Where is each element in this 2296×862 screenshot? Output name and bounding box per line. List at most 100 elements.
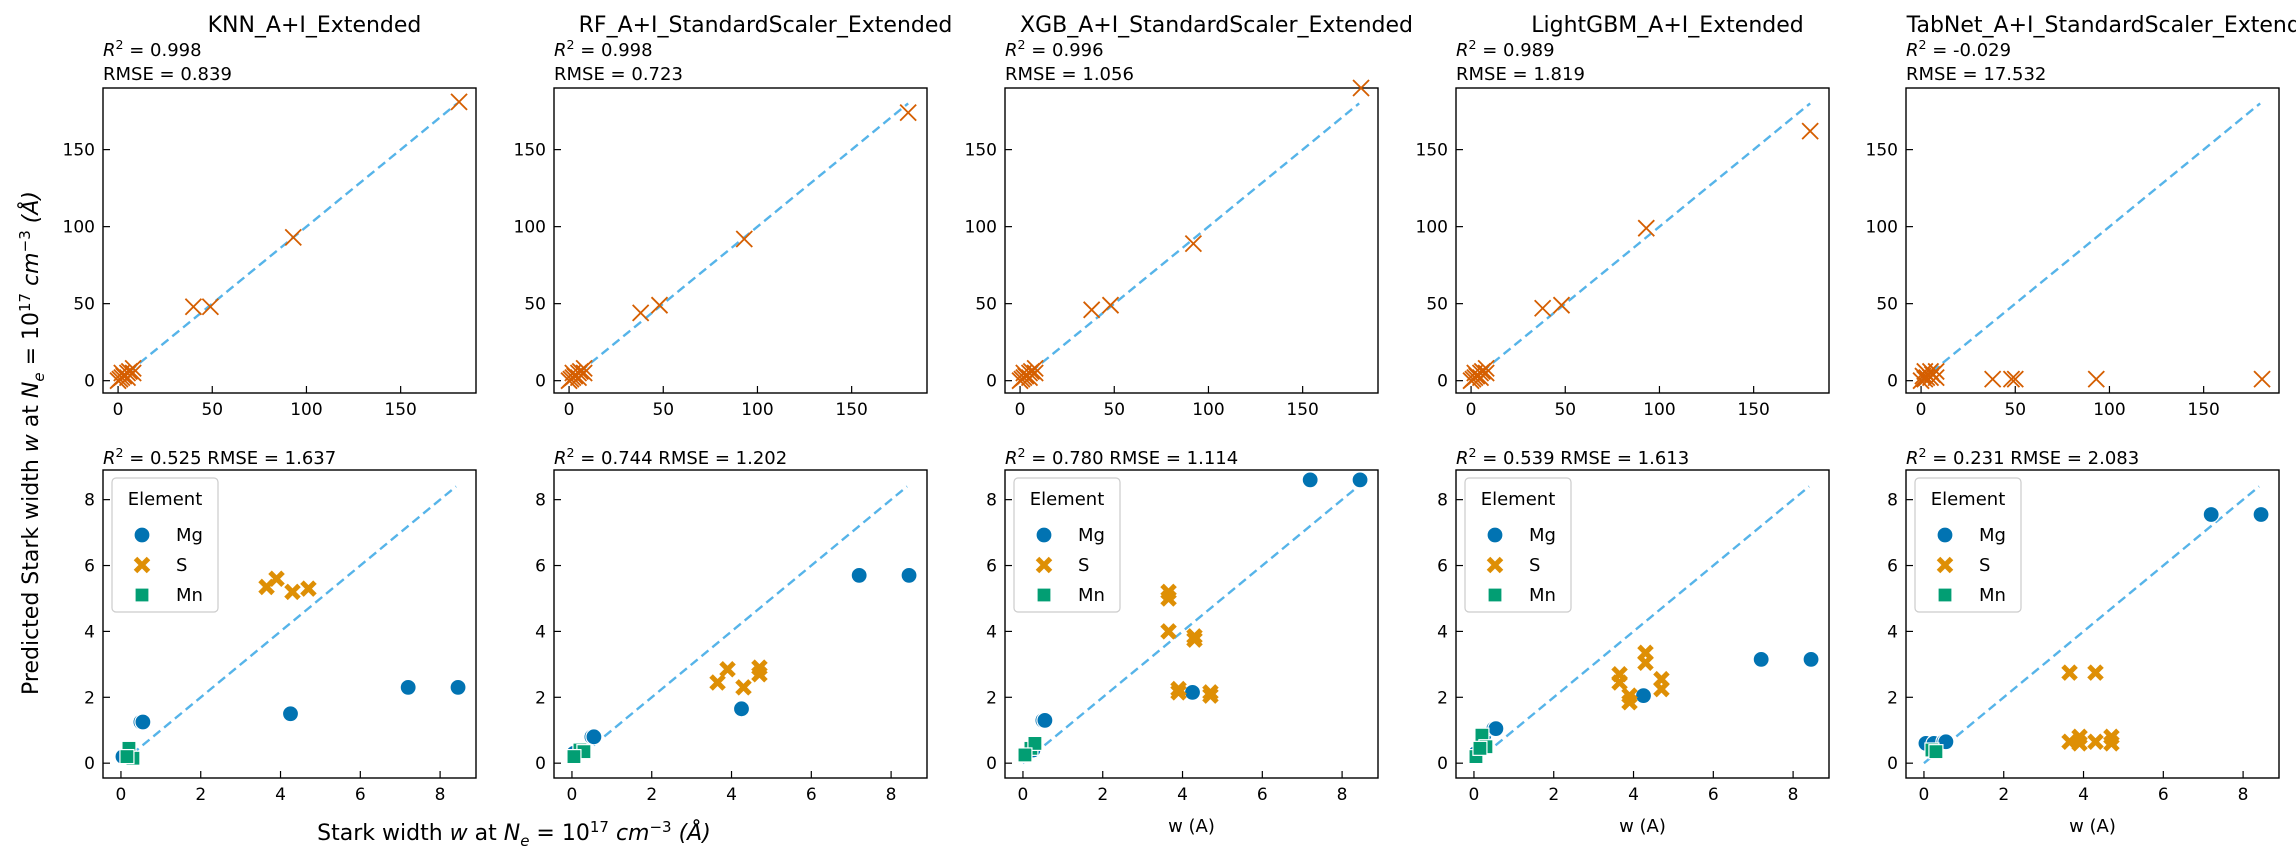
metrics-label: R2 = 0.539 RMSE = 1.613 — [1456, 445, 1689, 469]
legend-box — [111, 477, 219, 613]
marker-mg — [1487, 719, 1505, 738]
x-tick-label: 0 — [1916, 400, 1927, 420]
x-tick-label: 2 — [1998, 785, 2009, 805]
legend-label: Mg — [1529, 525, 1556, 546]
plot-frame — [1905, 87, 2280, 394]
x-tick-label: 2 — [1097, 785, 1108, 805]
y-tick-label: 150 — [1416, 141, 1448, 161]
x-tick-label: 4 — [275, 785, 286, 805]
cross-marker — [2006, 370, 2024, 388]
cross-stroke — [2253, 370, 2271, 388]
legend-label: Mg — [1078, 525, 1105, 546]
marker-mg — [1936, 526, 1954, 544]
cross-marker — [575, 364, 593, 382]
x-tick-label: 4 — [726, 785, 737, 805]
y-tick-label: 150 — [514, 141, 546, 161]
y-tick-label: 50 — [524, 295, 546, 315]
y-tick-label: 8 — [1887, 491, 1898, 511]
marker-mg — [449, 678, 467, 697]
diagonal-line — [1923, 485, 2260, 765]
cross-stroke — [1552, 296, 1571, 314]
cross-stroke — [201, 298, 220, 316]
legend: Element Mg S Mn — [111, 477, 219, 613]
marker-s — [1653, 680, 1670, 698]
plot-frame — [1455, 469, 1830, 779]
y-tick-label: 8 — [84, 491, 95, 511]
plot-frame — [102, 87, 477, 394]
legend-label: S — [1078, 555, 1089, 576]
marker-mn — [1487, 587, 1503, 603]
x-tick-label: 0 — [1466, 400, 1477, 420]
rmse-label: RMSE = 1.056 — [1005, 64, 1134, 85]
rmse-label: RMSE = 0.723 — [554, 64, 683, 85]
figure-ylabel: Predicted Stark width w at Ne = 1017 cm−… — [16, 191, 48, 695]
y-tick-label: 2 — [1437, 688, 1448, 708]
legend-label: Mg — [1979, 525, 2006, 546]
chart-panel: 0 2 4 6 8 0 2 4 6 8 R2 = 0.744 RMSE = 1.202 — [535, 445, 928, 805]
marker-s — [1202, 687, 1219, 704]
y-tick-label: 6 — [535, 557, 546, 577]
diagonal-line — [1920, 102, 2261, 382]
y-tick-label: 2 — [1887, 688, 1898, 708]
cross-marker — [1534, 299, 1552, 317]
panel-title: RF_A+I_StandardScaler_Extended — [579, 13, 953, 38]
marker-s — [268, 570, 285, 587]
marker-s — [2087, 664, 2104, 681]
r2-label: R2 = 0.996 — [1005, 37, 1104, 61]
marker-s — [1170, 684, 1187, 701]
y-tick-label: 0 — [84, 372, 95, 392]
cross-marker — [1184, 234, 1203, 253]
legend-label: Mn — [1979, 585, 2006, 606]
legend: Element Mg S Mn — [1914, 477, 2022, 613]
marker-s — [1486, 556, 1504, 574]
cross-marker — [1637, 219, 1655, 237]
marker-mn — [1027, 735, 1043, 752]
marker-s — [1621, 693, 1638, 711]
y-tick-label: 4 — [1887, 622, 1898, 642]
cross-stroke — [1984, 370, 2002, 388]
diagonal-line — [1019, 102, 1360, 382]
x-tick-label: 0 — [1018, 785, 1029, 805]
marker-mg — [1183, 683, 1202, 701]
y-tick-label: 4 — [1437, 622, 1448, 642]
legend: Element Mg S Mn — [1464, 477, 1572, 613]
x-tick-label: 150 — [835, 400, 867, 420]
marker-mg — [2252, 505, 2270, 524]
x-tick-label: 150 — [384, 400, 416, 420]
marker-mg — [1752, 650, 1770, 669]
cross-marker — [650, 296, 669, 314]
x-tick-label: 4 — [1177, 785, 1188, 805]
plot-frame — [553, 469, 928, 779]
x-tick-label: 150 — [1737, 400, 1769, 420]
x-tick-label: 2 — [195, 785, 206, 805]
y-tick-label: 100 — [965, 218, 997, 238]
marker-s — [709, 674, 726, 691]
marker-mn — [1036, 587, 1052, 603]
y-tick-label: 50 — [73, 295, 95, 315]
cross-stroke — [1026, 364, 1044, 382]
cross-marker — [1801, 122, 1819, 140]
marker-mn — [1472, 740, 1488, 756]
x-tick-label: 8 — [1788, 785, 1799, 805]
marker-mg — [134, 713, 152, 731]
marker-s — [284, 583, 301, 601]
y-tick-label: 0 — [1887, 754, 1898, 774]
cross-stroke — [2006, 370, 2024, 388]
diagonal-line — [1473, 485, 1810, 765]
marker-mg — [1802, 650, 1820, 669]
legend-box — [1464, 477, 1572, 613]
chart-panel: 0 50 100 150050100150LightGBM_A+I_ExtendedR… — [1416, 13, 1830, 420]
cross-stroke — [1352, 79, 1370, 97]
x-tick-label: 6 — [806, 785, 817, 805]
cross-marker — [1352, 79, 1370, 97]
legend-label: Mg — [176, 525, 203, 546]
cross-stroke — [2002, 370, 2021, 388]
x-tick-label: 8 — [435, 785, 446, 805]
marker-mn — [566, 748, 582, 765]
cross-marker — [1927, 368, 1945, 387]
marker-s — [2087, 733, 2104, 751]
y-tick-label: 0 — [535, 372, 546, 392]
x-tick-label: 4 — [1628, 785, 1639, 805]
cross-stroke — [1083, 301, 1101, 319]
